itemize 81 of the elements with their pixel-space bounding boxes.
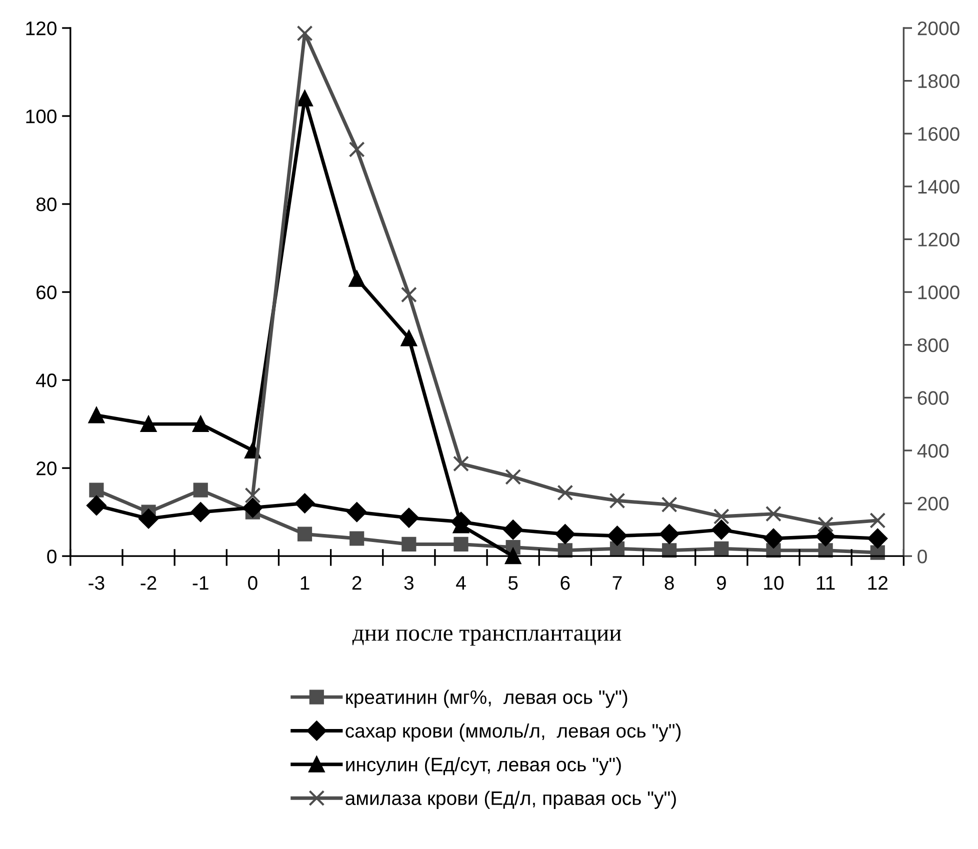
point (350, 531, 364, 546)
point (399, 508, 419, 528)
point (816, 526, 836, 546)
y-tick-label: 0 (47, 550, 56, 564)
x-tick-label: 8 (664, 576, 674, 590)
y-tick-label: 60 (36, 286, 56, 300)
point (348, 141, 365, 158)
point (294, 493, 315, 514)
point (607, 526, 628, 546)
y2-tick-label: 1200 (918, 232, 960, 246)
y2-tick-label: 600 (918, 391, 949, 405)
x-tick-label: 12 (868, 576, 888, 590)
x-tick-label: 0 (248, 576, 258, 590)
point (400, 286, 417, 303)
y2-tick-label: 400 (917, 444, 949, 458)
legend-label: амилаза крови (Ед/л, правая ось "у") (346, 790, 676, 809)
point (88, 407, 104, 424)
x-tick-label: 10 (764, 576, 784, 590)
point (193, 482, 208, 498)
y2-tick-label: 2000 (918, 21, 960, 36)
point (503, 520, 523, 540)
y-tick-label: 20 (36, 462, 56, 476)
point (557, 484, 574, 501)
x-tick-label: 1 (300, 576, 310, 590)
point (244, 487, 261, 504)
point (659, 524, 680, 544)
point (89, 482, 104, 498)
point (765, 506, 782, 522)
x-tick-label: 7 (612, 576, 622, 590)
point (400, 330, 417, 346)
point (868, 528, 888, 548)
point (296, 25, 313, 42)
point (242, 498, 263, 518)
x-tick-label: 6 (560, 576, 570, 590)
point (712, 520, 732, 540)
point (714, 541, 729, 556)
legend-label: сахар крови (ммоль/л, левая ось "у") (346, 723, 681, 742)
y-tick-label: 100 (26, 110, 56, 124)
x-tick-label: 4 (456, 576, 466, 590)
x-tick-label: -1 (192, 576, 208, 590)
y2-tick-label: 200 (918, 496, 949, 511)
point (348, 270, 365, 287)
x-tick-label: 11 (816, 576, 835, 590)
y-tick-label: 80 (36, 198, 56, 212)
point (818, 516, 834, 532)
point (86, 496, 106, 516)
point (453, 456, 469, 472)
y-tick-label: 120 (26, 21, 56, 36)
x-tick-label: 9 (716, 576, 726, 590)
x-tick-label: -2 (140, 576, 156, 590)
point (505, 548, 522, 564)
x-tick-label: 3 (404, 576, 414, 590)
x-tick-label: 2 (352, 576, 362, 590)
point (296, 90, 313, 106)
legend-label: креатинин (мг%, левая ось "у") (346, 690, 628, 708)
point (454, 536, 468, 552)
point (555, 524, 576, 544)
point (713, 508, 730, 524)
point (192, 416, 209, 432)
legend-label: инсулин (Ед/сут, левая ось "у") (346, 757, 621, 776)
point (661, 496, 678, 513)
y2-tick-label: 1600 (918, 127, 960, 141)
y2-tick-label: 1800 (918, 74, 960, 88)
point (190, 502, 210, 522)
point (870, 512, 886, 528)
point (505, 468, 522, 485)
point (138, 508, 158, 529)
y2-tick-label: 1000 (918, 286, 960, 300)
x-tick-label: 5 (508, 576, 518, 590)
y2-tick-label: 800 (918, 338, 949, 352)
y2-tick-label: 0 (918, 550, 927, 564)
point (346, 502, 367, 522)
y2-tick-label: 1400 (918, 180, 960, 194)
point (297, 526, 312, 542)
point (764, 528, 784, 548)
point (140, 416, 157, 432)
point (609, 492, 626, 509)
point (402, 536, 416, 552)
y-tick-label: 40 (36, 374, 56, 388)
x-axis-title: дни после трансплантации (352, 629, 622, 646)
x-tick-label: -3 (88, 576, 104, 590)
